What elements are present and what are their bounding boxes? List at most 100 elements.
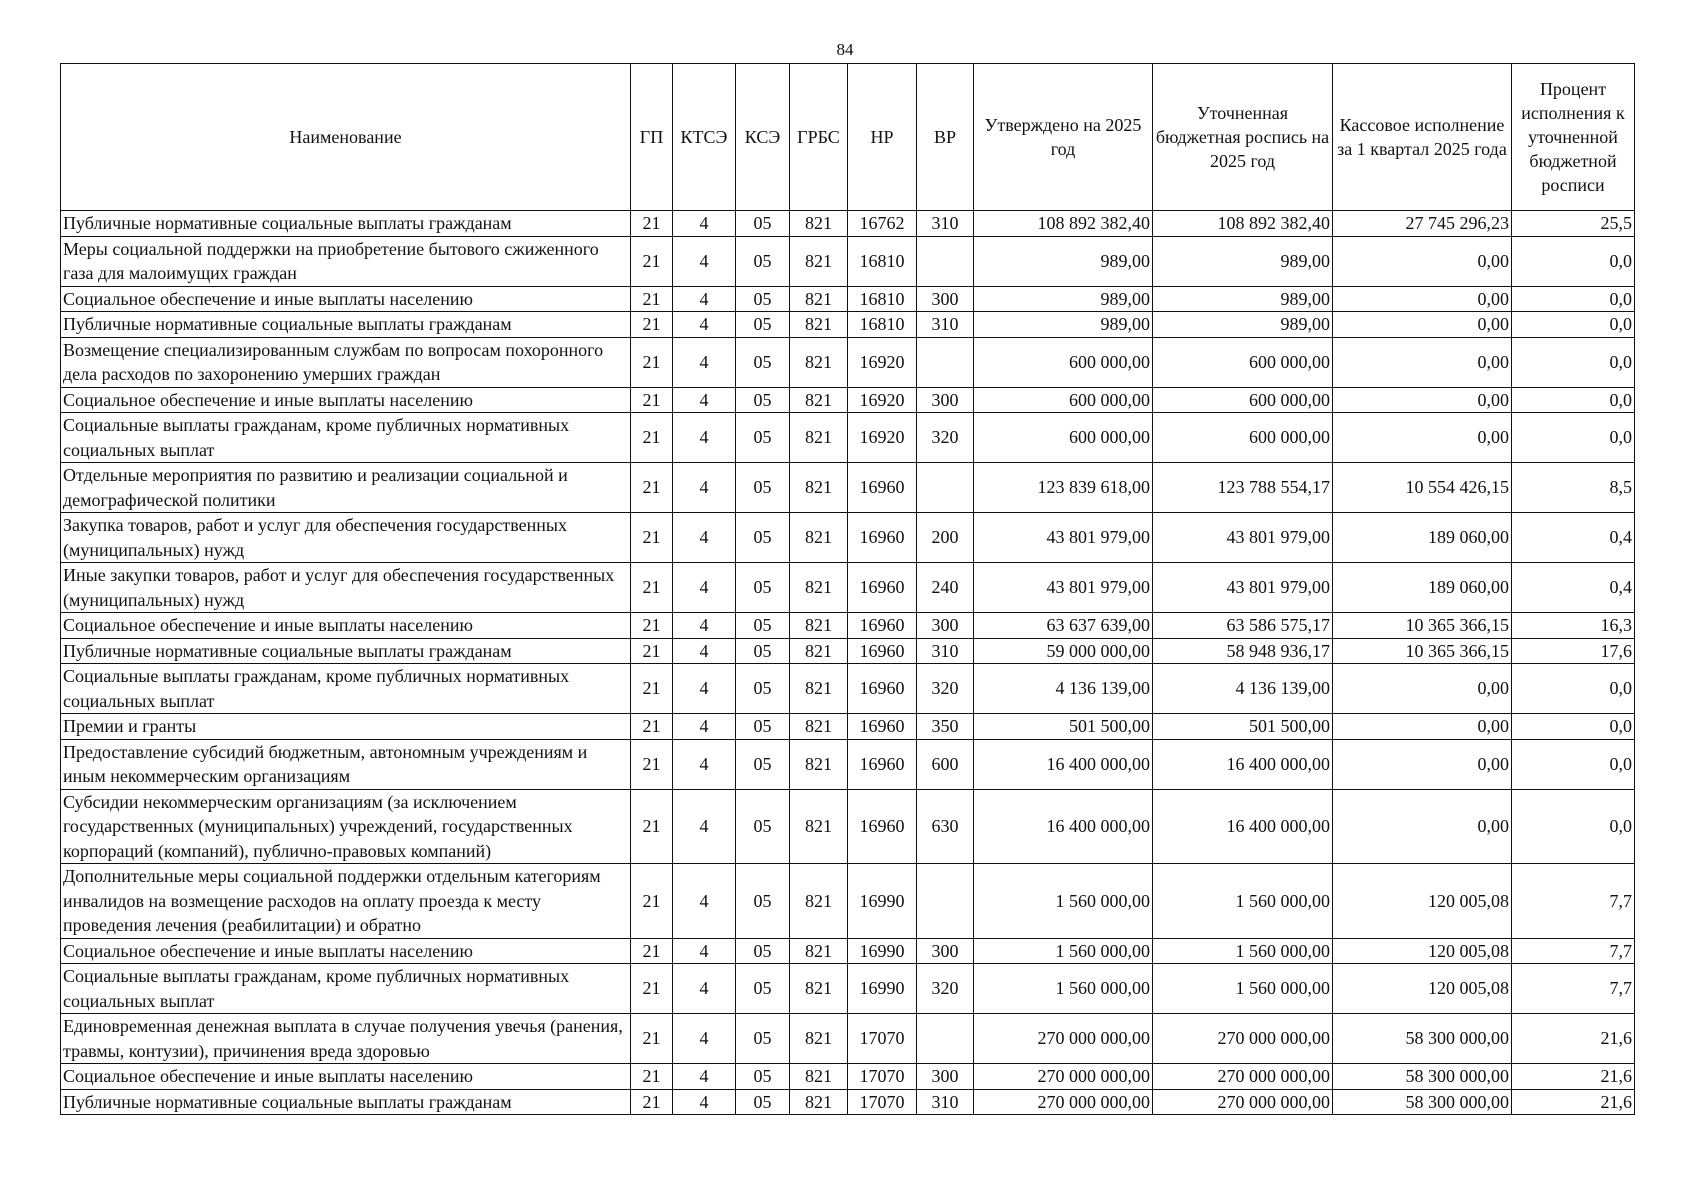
cell-percent: 7,7 <box>1511 937 1635 964</box>
cell-grbs: 821 <box>789 863 848 939</box>
cell-name: Дополнительные меры социальной поддержки… <box>60 863 631 939</box>
cell-percent: 7,7 <box>1511 963 1635 1014</box>
cell-grbs: 821 <box>789 462 848 513</box>
cell-kse: 05 <box>735 612 790 639</box>
cell-kse: 05 <box>735 336 790 388</box>
cell-nr: 16990 <box>847 937 917 964</box>
cell-nr: 16960 <box>847 713 917 740</box>
cell-ktse: 4 <box>672 235 736 287</box>
cell-approved: 989,00 <box>973 235 1153 287</box>
cell-percent: 0,0 <box>1511 336 1635 388</box>
cell-gp: 21 <box>630 210 673 237</box>
table-row: Премии и гранты 21 4 05 821 16960 350 501 500,0… <box>60 713 1635 740</box>
cell-grbs: 821 <box>789 210 848 237</box>
cell-gp: 21 <box>630 963 673 1014</box>
cell-ktse: 4 <box>672 412 736 463</box>
cell-approved: 270 000 000,00 <box>973 1063 1153 1090</box>
cell-refined: 16 400 000,00 <box>1152 788 1333 864</box>
cell-grbs: 821 <box>789 738 848 790</box>
cell-name: Социальное обеспечение и иные выплаты на… <box>60 285 631 312</box>
cell-cash: 27 745 296,23 <box>1332 210 1512 237</box>
cell-ktse: 4 <box>672 285 736 312</box>
table-row: Единовременная денежная выплата в случае… <box>60 1013 1635 1064</box>
cell-grbs: 821 <box>789 937 848 964</box>
cell-kse: 05 <box>735 311 790 338</box>
cell-ktse: 4 <box>672 738 736 790</box>
table-row: Социальное обеспечение и иные выплаты на… <box>60 612 1635 639</box>
cell-percent: 0,0 <box>1511 235 1635 287</box>
cell-grbs: 821 <box>789 512 848 563</box>
cell-kse: 05 <box>735 963 790 1014</box>
cell-approved: 1 560 000,00 <box>973 963 1153 1014</box>
cell-gp: 21 <box>630 512 673 563</box>
cell-vr: 310 <box>916 637 974 664</box>
cell-vr: 300 <box>916 612 974 639</box>
cell-gp: 21 <box>630 788 673 864</box>
cell-grbs: 821 <box>789 1088 848 1115</box>
cell-refined: 989,00 <box>1152 285 1333 312</box>
cell-nr: 16990 <box>847 963 917 1014</box>
cell-kse: 05 <box>735 512 790 563</box>
cell-approved: 16 400 000,00 <box>973 788 1153 864</box>
cell-kse: 05 <box>735 637 790 664</box>
cell-nr: 16960 <box>847 738 917 790</box>
table-row: Социальное обеспечение и иные выплаты на… <box>60 285 1635 312</box>
cell-refined: 1 560 000,00 <box>1152 937 1333 964</box>
cell-nr: 16960 <box>847 637 917 664</box>
cell-grbs: 821 <box>789 637 848 664</box>
cell-approved: 600 000,00 <box>973 336 1153 388</box>
cell-ktse: 4 <box>672 1063 736 1090</box>
cell-kse: 05 <box>735 1088 790 1115</box>
cell-cash: 58 300 000,00 <box>1332 1013 1512 1064</box>
cell-percent: 0,0 <box>1511 386 1635 413</box>
cell-kse: 05 <box>735 562 790 613</box>
cell-percent: 16,3 <box>1511 612 1635 639</box>
cell-vr <box>916 462 974 513</box>
cell-vr: 310 <box>916 1088 974 1115</box>
cell-approved: 16 400 000,00 <box>973 738 1153 790</box>
cell-name: Меры социальной поддержки на приобретени… <box>60 235 631 287</box>
cell-ktse: 4 <box>672 1013 736 1064</box>
cell-percent: 21,6 <box>1511 1013 1635 1064</box>
cell-name: Социальные выплаты гражданам, кроме публ… <box>60 963 631 1014</box>
cell-ktse: 4 <box>672 637 736 664</box>
cell-approved: 270 000 000,00 <box>973 1088 1153 1115</box>
cell-percent: 0,0 <box>1511 311 1635 338</box>
cell-vr: 320 <box>916 412 974 463</box>
cell-nr: 16960 <box>847 462 917 513</box>
cell-grbs: 821 <box>789 963 848 1014</box>
cell-nr: 16920 <box>847 336 917 388</box>
cell-cash: 0,00 <box>1332 336 1512 388</box>
cell-gp: 21 <box>630 311 673 338</box>
cell-grbs: 821 <box>789 311 848 338</box>
cell-refined: 501 500,00 <box>1152 713 1333 740</box>
table-row: Меры социальной поддержки на приобретени… <box>60 235 1635 287</box>
table-row: Иные закупки товаров, работ и услуг для … <box>60 562 1635 613</box>
cell-cash: 189 060,00 <box>1332 512 1512 563</box>
header-ktse: КТСЭ <box>672 63 736 211</box>
cell-percent: 0,0 <box>1511 412 1635 463</box>
cell-name: Закупка товаров, работ и услуг для обесп… <box>60 512 631 563</box>
cell-vr <box>916 336 974 388</box>
cell-kse: 05 <box>735 937 790 964</box>
table-row: Предоставление субсидий бюджетным, автон… <box>60 738 1635 790</box>
cell-gp: 21 <box>630 713 673 740</box>
cell-cash: 58 300 000,00 <box>1332 1088 1512 1115</box>
table-row: Отдельные мероприятия по развитию и реал… <box>60 462 1635 513</box>
table-row: Публичные нормативные социальные выплаты… <box>60 1088 1635 1115</box>
table-row: Возмещение специализированным службам по… <box>60 336 1635 388</box>
cell-percent: 25,5 <box>1511 210 1635 237</box>
cell-name: Социальные выплаты гражданам, кроме публ… <box>60 412 631 463</box>
cell-cash: 58 300 000,00 <box>1332 1063 1512 1090</box>
cell-percent: 21,6 <box>1511 1088 1635 1115</box>
cell-refined: 4 136 139,00 <box>1152 663 1333 714</box>
header-nr: НР <box>847 63 917 211</box>
cell-vr: 200 <box>916 512 974 563</box>
cell-nr: 17070 <box>847 1063 917 1090</box>
cell-name: Предоставление субсидий бюджетным, автон… <box>60 738 631 790</box>
cell-cash: 0,00 <box>1332 235 1512 287</box>
cell-gp: 21 <box>630 412 673 463</box>
cell-nr: 16990 <box>847 863 917 939</box>
header-cash: Кассовое исполнение за 1 квартал 2025 го… <box>1332 63 1512 211</box>
cell-grbs: 821 <box>789 386 848 413</box>
